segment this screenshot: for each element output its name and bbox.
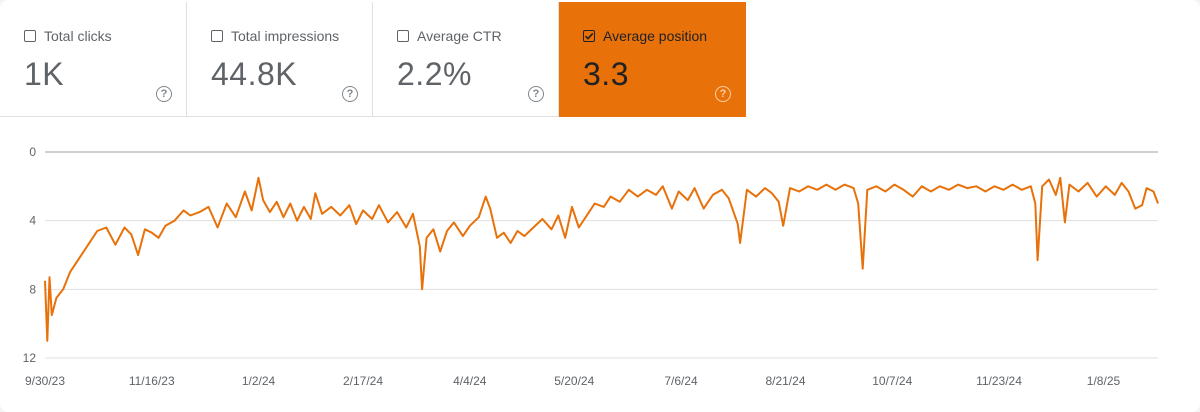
average-position-chart: 0 4 8 12 9/30/23 11/16/23 1/2/24 2/17/24 4/4/24… <box>23 145 1159 388</box>
metric-cards: Total clicks 1K ? Total impressions 44.8… <box>0 0 1200 117</box>
checkmark-icon <box>584 32 594 40</box>
metric-header: Total clicks <box>24 28 112 44</box>
help-icon[interactable]: ? <box>715 86 731 102</box>
chart-grid <box>45 151 1158 359</box>
help-icon[interactable]: ? <box>342 86 358 102</box>
x-tick-label: 11/23/24 <box>976 374 1022 388</box>
series-line-average-position[interactable] <box>44 176 1159 342</box>
x-tick-label: 1/8/25 <box>1087 374 1121 388</box>
y-tick-label: 12 <box>23 351 37 365</box>
y-tick-label: 0 <box>29 145 36 159</box>
x-tick-label: 1/2/24 <box>242 374 276 388</box>
x-tick-label: 9/30/23 <box>25 374 65 388</box>
checkbox-icon[interactable] <box>211 30 223 42</box>
x-tick-label: 5/20/24 <box>554 374 594 388</box>
metric-card-average-ctr[interactable]: Average CTR 2.2% ? <box>373 2 559 117</box>
y-axis: 0 4 8 12 <box>23 145 37 365</box>
metric-value: 44.8K <box>211 56 298 92</box>
metric-header: Average position <box>583 28 707 44</box>
metric-header: Total impressions <box>211 28 339 44</box>
metric-header: Average CTR <box>397 28 502 44</box>
metric-label: Total impressions <box>231 28 340 44</box>
metric-value: 3.3 <box>583 56 629 92</box>
x-tick-label: 7/6/24 <box>664 374 698 388</box>
help-icon[interactable]: ? <box>156 86 172 102</box>
metric-label: Average CTR <box>417 28 502 44</box>
y-tick-label: 4 <box>29 214 36 228</box>
y-tick-label: 8 <box>29 282 36 296</box>
help-icon[interactable]: ? <box>528 86 544 102</box>
checkbox-icon[interactable] <box>583 30 595 42</box>
metric-card-total-impressions[interactable]: Total impressions 44.8K ? <box>187 2 373 117</box>
series-group <box>44 176 1159 342</box>
metric-value: 1K <box>24 56 65 92</box>
x-axis: 9/30/23 11/16/23 1/2/24 2/17/24 4/4/24 5/20/2… <box>25 374 1121 388</box>
metric-value: 2.2% <box>397 56 472 92</box>
checkbox-icon[interactable] <box>397 30 409 42</box>
x-tick-label: 8/21/24 <box>765 374 805 388</box>
metric-label: Total clicks <box>44 28 112 44</box>
x-tick-label: 10/7/24 <box>872 374 912 388</box>
x-tick-label: 2/17/24 <box>343 374 383 388</box>
x-tick-label: 4/4/24 <box>453 374 487 388</box>
x-tick-label: 11/16/23 <box>129 374 175 388</box>
metric-card-total-clicks[interactable]: Total clicks 1K ? <box>0 2 187 117</box>
checkbox-icon[interactable] <box>24 30 36 42</box>
metric-label: Average position <box>603 28 708 44</box>
metric-card-average-position[interactable]: Average position 3.3 ? <box>559 2 746 117</box>
